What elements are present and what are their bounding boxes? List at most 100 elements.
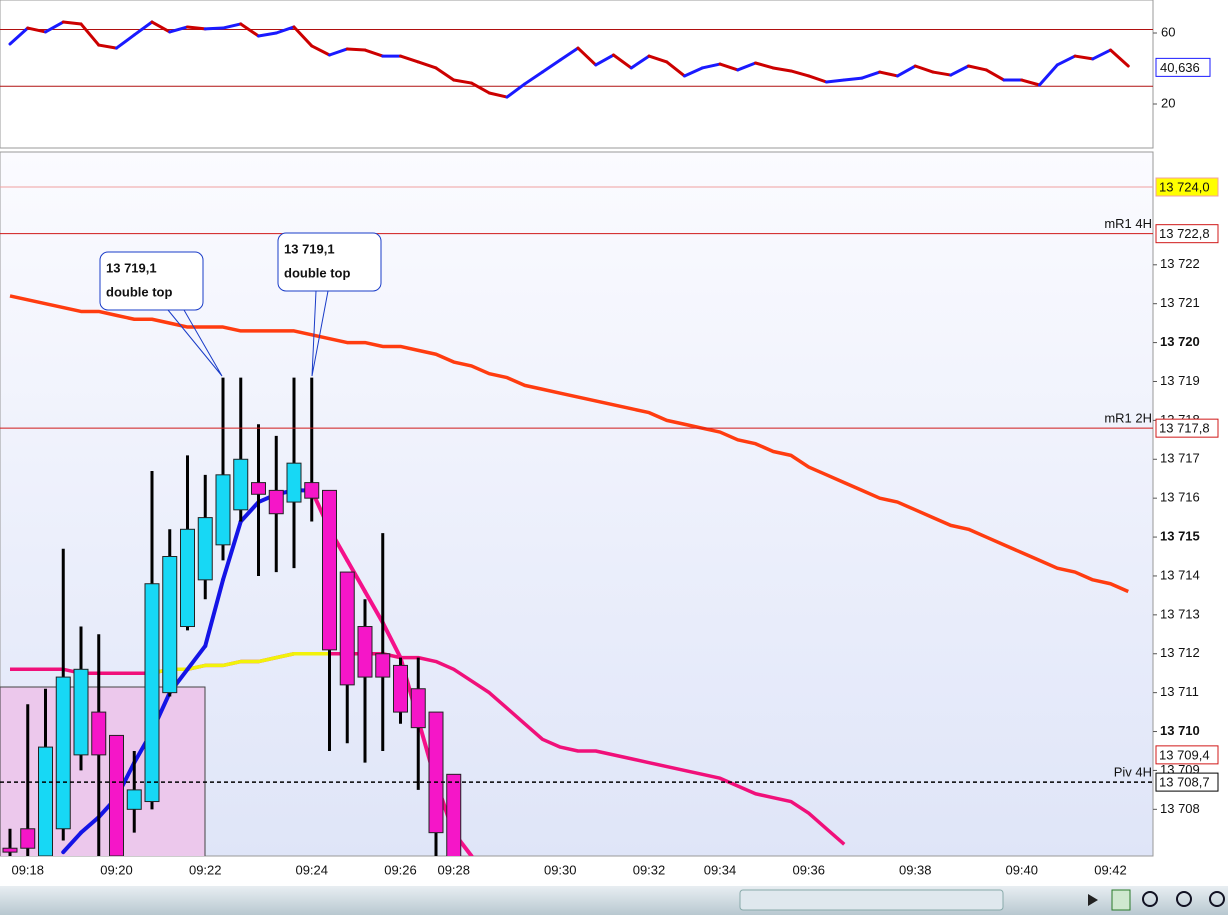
level-label-box bbox=[1155, 772, 1219, 792]
x-tick-label: 09:22 bbox=[189, 862, 222, 877]
line-segment bbox=[1109, 48, 1130, 68]
x-tick-label: 09:36 bbox=[792, 862, 825, 877]
candle-body bbox=[304, 482, 320, 499]
line-segment bbox=[115, 33, 136, 50]
line-segment bbox=[576, 46, 598, 67]
icon-zoom-fit[interactable] bbox=[1142, 891, 1158, 907]
line-segment bbox=[61, 20, 83, 26]
candle-body bbox=[322, 489, 337, 651]
line-segment bbox=[558, 46, 580, 62]
line-segment bbox=[328, 47, 349, 57]
line-segment bbox=[238, 500, 261, 524]
value-marker-box bbox=[1155, 57, 1211, 77]
candle-body bbox=[197, 517, 213, 581]
candle-body bbox=[286, 462, 302, 503]
icon-zoom-in[interactable] bbox=[1209, 891, 1225, 907]
candle-body bbox=[20, 828, 36, 849]
y-tick-label: 13 717 bbox=[1160, 451, 1200, 466]
price-plot bbox=[0, 186, 1153, 856]
line-segment bbox=[594, 53, 615, 67]
candle-body bbox=[251, 482, 266, 495]
candle-body bbox=[91, 711, 107, 756]
line-segment bbox=[292, 25, 314, 48]
oscillator-panel bbox=[0, 0, 1154, 149]
line-segment bbox=[825, 78, 846, 84]
line-segment bbox=[416, 60, 438, 70]
y-tick-label: 13 710 bbox=[1160, 723, 1200, 738]
line-segment bbox=[541, 58, 562, 74]
line-segment bbox=[789, 69, 811, 78]
y-tick-label: 13 714 bbox=[1160, 567, 1200, 582]
level-label: 13 717,8 bbox=[1159, 421, 1210, 436]
line-segment bbox=[913, 64, 935, 74]
level-name: mR1 2H bbox=[1104, 411, 1152, 426]
line-segment bbox=[949, 64, 970, 77]
annotation-text: 13 719,1 bbox=[106, 260, 157, 275]
line-segment bbox=[399, 54, 420, 64]
line-segment bbox=[221, 22, 243, 30]
line-segment bbox=[718, 62, 740, 72]
line-segment bbox=[967, 64, 988, 72]
line-segment bbox=[523, 70, 544, 86]
icon-move[interactable] bbox=[1111, 889, 1131, 911]
candle-body bbox=[233, 458, 249, 511]
x-tick-label: 09:28 bbox=[437, 862, 470, 877]
line-segment bbox=[363, 48, 385, 58]
x-tick-label: 09:40 bbox=[1005, 862, 1038, 877]
annotation-text: double top bbox=[106, 284, 172, 299]
candle-body bbox=[109, 734, 124, 856]
x-tick-label: 09:34 bbox=[704, 862, 737, 877]
x-tick-label: 09:42 bbox=[1094, 862, 1127, 877]
x-tick-label: 09:26 bbox=[384, 862, 417, 877]
line-segment bbox=[221, 519, 243, 582]
line-segment bbox=[274, 25, 296, 35]
candle-body bbox=[180, 528, 195, 628]
y-tick-label: 13 722 bbox=[1160, 256, 1200, 271]
line-segment bbox=[44, 20, 65, 34]
candle-body bbox=[2, 847, 18, 853]
line-segment bbox=[150, 20, 172, 34]
line-segment bbox=[665, 60, 686, 78]
level-name: mR1 4H bbox=[1104, 216, 1152, 231]
y-tick-label: 13 712 bbox=[1160, 645, 1200, 660]
line-segment bbox=[878, 70, 899, 78]
candle-body bbox=[126, 789, 142, 810]
oscillator-plot bbox=[0, 20, 1153, 99]
line-segment bbox=[26, 26, 47, 34]
level-label: 13 722,8 bbox=[1159, 226, 1210, 241]
line-segment bbox=[239, 22, 260, 38]
y-tick-label: 13 713 bbox=[1160, 606, 1200, 621]
candle-body bbox=[410, 688, 426, 729]
line-segment bbox=[132, 20, 154, 37]
line-segment bbox=[629, 54, 651, 70]
line-segment bbox=[257, 31, 278, 38]
line-segment bbox=[79, 815, 101, 835]
moving-average bbox=[151, 651, 330, 675]
line-segment bbox=[1038, 63, 1059, 87]
line-segment bbox=[8, 26, 30, 46]
scroll-arrow[interactable] bbox=[1088, 894, 1098, 906]
line-segment bbox=[860, 70, 882, 80]
line-segment bbox=[984, 68, 1006, 82]
line-segment bbox=[434, 66, 456, 82]
y-tick-label: 20 bbox=[1161, 95, 1175, 110]
scrollbar-thumb[interactable] bbox=[739, 889, 1004, 911]
y-tick-label: 60 bbox=[1161, 24, 1175, 39]
line-segment bbox=[612, 53, 633, 70]
icon-zoom-out[interactable] bbox=[1176, 891, 1192, 907]
x-tick-label: 09:30 bbox=[544, 862, 577, 877]
line-segment bbox=[807, 74, 828, 84]
line-segment bbox=[345, 558, 367, 594]
line-segment bbox=[168, 25, 189, 34]
annotation-text: 13 719,1 bbox=[284, 241, 335, 256]
annotation-text: double top bbox=[284, 265, 350, 280]
candle-body bbox=[375, 653, 391, 678]
x-tick-label: 09:24 bbox=[295, 862, 328, 877]
line-segment bbox=[1020, 78, 1041, 87]
line-segment bbox=[203, 577, 225, 648]
line-segment bbox=[1055, 54, 1077, 67]
line-segment bbox=[380, 620, 403, 660]
line-segment bbox=[1073, 54, 1095, 61]
line-segment bbox=[203, 26, 225, 31]
x-tick-label: 09:38 bbox=[899, 862, 932, 877]
